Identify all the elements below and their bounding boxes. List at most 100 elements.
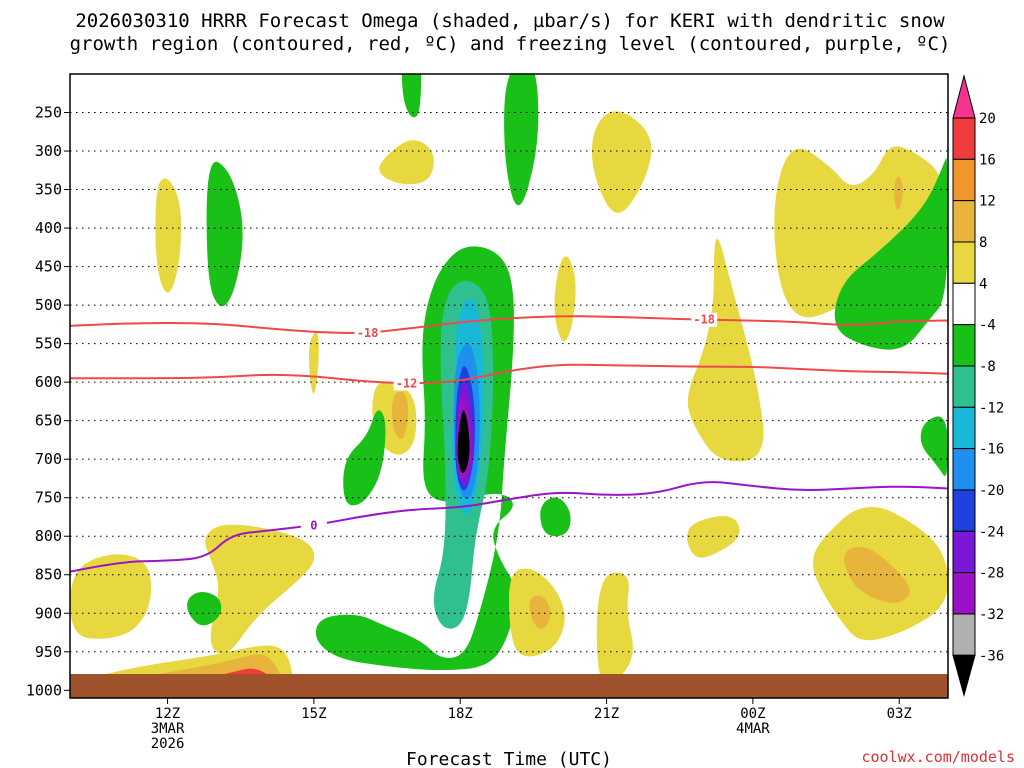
colorbar-label-9: -20 bbox=[979, 483, 1004, 499]
freezing-level-contour-label-0: 0 bbox=[310, 518, 317, 532]
x-axis-label: Forecast Time (UTC) bbox=[406, 749, 612, 768]
y-tick-label-500: 500 bbox=[35, 296, 62, 314]
omega-region-29 bbox=[457, 410, 470, 474]
y-tick-label-700: 700 bbox=[35, 450, 62, 468]
colorbar-label-4: 4 bbox=[979, 276, 987, 292]
y-tick-label-850: 850 bbox=[35, 566, 62, 584]
omega-region-21 bbox=[343, 410, 386, 506]
dgz-contour-minus18-label-0: -18 bbox=[357, 326, 379, 340]
colorbar-swatch-13 bbox=[952, 613, 976, 656]
colorbar-swatch-10 bbox=[952, 489, 976, 532]
colorbar-label-0: 20 bbox=[979, 111, 996, 127]
omega-shading-layer bbox=[70, 74, 948, 691]
colorbar-swatch-11 bbox=[952, 530, 976, 574]
y-tick-label-350: 350 bbox=[35, 181, 62, 199]
ground-surface-band bbox=[70, 674, 948, 698]
y-tick-label-650: 650 bbox=[35, 412, 62, 430]
omega-region-14 bbox=[687, 238, 764, 462]
omega-region-30 bbox=[540, 497, 571, 537]
plot-frame bbox=[69, 73, 949, 699]
colorbar-bottom-arrow bbox=[952, 654, 976, 698]
omega-region-11 bbox=[504, 74, 539, 205]
x-tick-label-18Z-0: 18Z bbox=[448, 706, 473, 722]
omega-region-13 bbox=[554, 256, 576, 342]
colorbar-swatch-7 bbox=[952, 365, 976, 408]
y-tick-label-750: 750 bbox=[35, 489, 62, 507]
dgz-contour-minus12-label-0: -12 bbox=[396, 376, 418, 390]
omega-region-10 bbox=[379, 140, 434, 185]
colorbar-swatch-2 bbox=[952, 158, 976, 202]
colorbar-label-1: 16 bbox=[979, 152, 996, 168]
colorbar-label-2: 12 bbox=[979, 194, 996, 210]
pressure-axis: 250 300 350 400 450 500 550 600 650 700 750 800 850 9… bbox=[26, 104, 70, 699]
freezing-level-contour-label-bg-0 bbox=[300, 518, 327, 533]
omega-region-12 bbox=[591, 111, 652, 213]
y-tick-label-950: 950 bbox=[35, 643, 62, 661]
colorbar-label-13: -36 bbox=[979, 648, 1004, 664]
dgz-contour-minus18-label-bg-0 bbox=[354, 326, 381, 341]
y-tick-label-800: 800 bbox=[35, 527, 62, 545]
colorbar-label-10: -24 bbox=[979, 524, 1004, 540]
y-tick-label-300: 300 bbox=[35, 142, 62, 160]
omega-colorbar: 20 16 12 8 4 -4 -8 -12 -16 -20 -24 -28 -32 -36 bbox=[952, 74, 1004, 698]
chart-title-line2: growth region (contoured, red, ºC) and f… bbox=[70, 33, 951, 55]
dgz-contour-minus18-label-1: -18 bbox=[693, 313, 715, 327]
colorbar-label-5: -4 bbox=[979, 318, 996, 334]
colorbar-swatch-3 bbox=[952, 200, 976, 243]
omega-region-8 bbox=[309, 332, 319, 394]
y-tick-label-550: 550 bbox=[35, 335, 62, 353]
colorbar-top-arrow bbox=[952, 74, 976, 119]
dgz-contour-minus18 bbox=[70, 315, 948, 334]
omega-region-9 bbox=[401, 74, 422, 118]
colorbar-swatch-5 bbox=[952, 282, 976, 326]
colorbar-swatch-6 bbox=[952, 324, 976, 367]
omega-region-5 bbox=[205, 524, 315, 654]
dgz-contour-minus18-label-bg-1 bbox=[691, 312, 718, 327]
x-tick-label-00Z-1: 4MAR bbox=[736, 721, 770, 737]
freezing-level-contour bbox=[70, 481, 948, 573]
omega-region-4 bbox=[70, 554, 152, 639]
y-tick-label-600: 600 bbox=[35, 373, 62, 391]
site-credit-link[interactable]: coolwx.com/models bbox=[861, 748, 1015, 766]
colorbar-label-7: -12 bbox=[979, 400, 1004, 416]
omega-region-33 bbox=[529, 595, 551, 629]
x-tick-label-12Z-1: 3MAR bbox=[151, 721, 185, 737]
omega-region-7 bbox=[206, 161, 243, 307]
dgz-contour-minus12 bbox=[70, 363, 948, 385]
temperature-contours-layer: -18 -18 -12 0 bbox=[70, 312, 948, 573]
colorbar-label-6: -8 bbox=[979, 359, 996, 375]
x-tick-label-00Z-0: 00Z bbox=[740, 706, 765, 722]
x-tick-label-12Z-0: 12Z bbox=[155, 706, 180, 722]
x-tick-label-21Z-0: 21Z bbox=[594, 706, 619, 722]
omega-region-35 bbox=[687, 516, 740, 558]
omega-region-34 bbox=[596, 572, 633, 686]
colorbar-swatch-1 bbox=[952, 117, 976, 160]
colorbar-label-3: 8 bbox=[979, 235, 987, 251]
x-tick-label-15Z-0: 15Z bbox=[301, 706, 326, 722]
y-tick-label-900: 900 bbox=[35, 604, 62, 622]
x-tick-label-12Z-2: 2026 bbox=[151, 736, 185, 752]
y-tick-label-400: 400 bbox=[35, 219, 62, 237]
colorbar-swatch-12 bbox=[952, 572, 976, 615]
colorbar-label-8: -16 bbox=[979, 442, 1004, 458]
colorbar-label-11: -28 bbox=[979, 566, 1004, 582]
omega-region-20 bbox=[391, 391, 409, 440]
omega-region-18 bbox=[920, 416, 948, 476]
colorbar-swatch-9 bbox=[952, 448, 976, 491]
y-tick-label-250: 250 bbox=[35, 104, 62, 122]
colorbar-swatch-8 bbox=[952, 406, 976, 450]
colorbar-swatch-4 bbox=[952, 241, 976, 284]
omega-region-6 bbox=[155, 178, 182, 293]
x-tick-label-03Z-0: 03Z bbox=[887, 706, 912, 722]
omega-region-31 bbox=[187, 592, 222, 626]
pressure-gridlines bbox=[70, 112, 948, 691]
dgz-contour-minus12-label-bg-0 bbox=[393, 376, 420, 391]
colorbar-label-12: -32 bbox=[979, 607, 1004, 623]
omega-region-16 bbox=[894, 176, 903, 210]
y-tick-label-1000: 1000 bbox=[26, 681, 62, 699]
y-tick-label-450: 450 bbox=[35, 258, 62, 276]
omega-region-17 bbox=[834, 157, 948, 350]
omega-region-37 bbox=[844, 546, 910, 604]
